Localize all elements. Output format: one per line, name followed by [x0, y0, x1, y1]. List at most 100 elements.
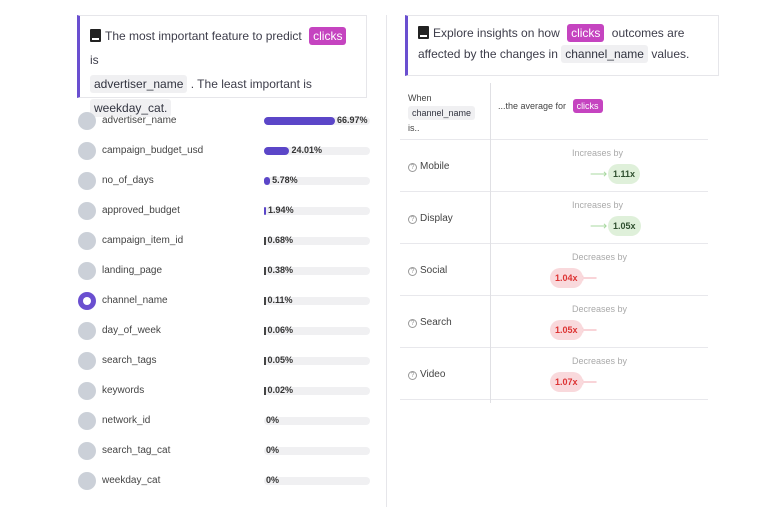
help-icon[interactable]: ? [408, 267, 417, 276]
table-row: ? Search Decreases by ⟵ 1.05x [400, 296, 708, 348]
insights-summary: Explore insights on how clicks outcomes … [405, 15, 719, 76]
feature-row[interactable]: campaign_item_id 0.68% [78, 231, 378, 251]
importance-fill [264, 237, 266, 245]
importance-value: 0.02% [267, 385, 294, 395]
insights-table: When channel_name is.. ...the average fo… [400, 83, 708, 400]
feature-radio[interactable] [78, 202, 96, 220]
feature-row[interactable]: campaign_budget_usd 24.01% [78, 141, 378, 161]
help-icon[interactable]: ? [408, 163, 417, 172]
feature-name: landing_page [102, 265, 163, 276]
feature-radio[interactable] [78, 472, 96, 490]
book-icon [90, 29, 101, 42]
category-label: Search [420, 317, 452, 328]
importance-fill [264, 177, 271, 185]
effect-direction: Decreases by [572, 356, 628, 366]
feature-radio[interactable] [78, 262, 96, 280]
category-label: Social [420, 265, 448, 276]
table-header: When channel_name is.. ...the average fo… [400, 83, 708, 140]
arrow-left-icon: ⟵ [580, 375, 598, 389]
least-important-feature: weekday_cat. [90, 99, 172, 117]
column-divider [490, 83, 491, 403]
effect-value: 1.07x [550, 372, 583, 392]
importance-bar: 66.97% [264, 115, 370, 125]
help-icon[interactable]: ? [408, 215, 417, 224]
importance-bar: 1.94% [264, 205, 370, 215]
feature-radio[interactable] [78, 352, 96, 370]
table-row: ? Social Decreases by ⟵ 1.04x [400, 244, 708, 296]
feature-row[interactable]: search_tags 0.05% [78, 351, 378, 371]
importance-value: 0% [266, 445, 280, 455]
table-row: ? Video Decreases by ⟵ 1.07x [400, 348, 708, 400]
help-icon[interactable]: ? [408, 371, 417, 380]
when-label: When [408, 93, 432, 103]
feature-row[interactable]: network_id 0% [78, 411, 378, 431]
feature-name: advertiser_name [102, 115, 177, 126]
help-icon[interactable]: ? [408, 319, 417, 328]
average-label: ...the average for [498, 101, 567, 111]
feature-radio[interactable] [78, 112, 96, 130]
most-important-feature: advertiser_name [90, 75, 188, 93]
feature-radio[interactable] [78, 442, 96, 460]
importance-bar: 5.78% [264, 175, 370, 185]
importance-fill [264, 267, 266, 275]
feature-name: weekday_cat [102, 475, 161, 486]
importance-bar: 0% [264, 445, 370, 455]
importance-fill [264, 327, 266, 335]
importance-value: 0% [266, 415, 280, 425]
feature-radio[interactable] [78, 172, 96, 190]
importance-fill [264, 357, 266, 365]
feature-row[interactable]: advertiser_name 66.97% [78, 111, 378, 131]
panel-divider [386, 15, 387, 507]
importance-bar: 0.02% [264, 385, 370, 395]
arrow-left-icon: ⟵ [580, 323, 598, 337]
feature-name: day_of_week [102, 325, 161, 336]
feature-row[interactable]: keywords 0.02% [78, 381, 378, 401]
importance-bar: 0.11% [264, 295, 370, 305]
feature-radio[interactable] [78, 412, 96, 430]
effect-value: 1.05x [550, 320, 583, 340]
effect-value: 1.04x [550, 268, 583, 288]
feature-row[interactable]: no_of_days 5.78% [78, 171, 378, 191]
importance-bar: 0.38% [264, 265, 370, 275]
feature-row[interactable]: channel_name 0.11% [78, 291, 378, 311]
feature-name: network_id [102, 415, 151, 426]
feature-name: campaign_item_id [102, 235, 184, 246]
importance-value: 1.94% [268, 205, 294, 215]
target-pill: clicks [572, 99, 603, 113]
feature-code: channel_name [561, 45, 648, 63]
table-row: ? Mobile Increases by ⟶ 1.11x [400, 140, 708, 192]
table-row: ? Display Increases by ⟶ 1.05x [400, 192, 708, 244]
importance-value: 0.38% [267, 265, 294, 275]
feature-radio[interactable] [78, 382, 96, 400]
importance-value: 0% [266, 475, 280, 485]
feature-name: keywords [102, 385, 145, 396]
feature-radio[interactable] [78, 322, 96, 340]
book-icon [418, 26, 429, 39]
importance-bar: 0.68% [264, 235, 370, 245]
feature-radio[interactable] [78, 142, 96, 160]
feature-radio[interactable] [78, 292, 96, 310]
feature-name: campaign_budget_usd [102, 145, 204, 156]
feature-row[interactable]: approved_budget 1.94% [78, 201, 378, 221]
summary-text: values. [651, 47, 690, 61]
arrow-left-icon: ⟵ [580, 271, 598, 285]
feature-row[interactable]: landing_page 0.38% [78, 261, 378, 281]
feature-code: channel_name [408, 106, 476, 120]
summary-text: is [90, 53, 99, 67]
arrow-right-icon: ⟶ [590, 219, 608, 233]
target-pill: clicks [309, 27, 347, 45]
feature-row[interactable]: search_tag_cat 0% [78, 441, 378, 461]
effect-direction: Increases by [572, 200, 624, 210]
importance-bar: 0.06% [264, 325, 370, 335]
feature-row[interactable]: day_of_week 0.06% [78, 321, 378, 341]
feature-row[interactable]: weekday_cat 0% [78, 471, 378, 491]
importance-bar: 24.01% [264, 145, 370, 155]
is-label: is.. [408, 123, 420, 133]
feature-radio[interactable] [78, 232, 96, 250]
category-label: Video [420, 369, 446, 380]
importance-fill [264, 117, 335, 125]
feature-name: no_of_days [102, 175, 154, 186]
importance-bar: 0% [264, 475, 370, 485]
arrow-right-icon: ⟶ [590, 167, 608, 181]
effect-value: 1.11x [608, 164, 641, 184]
